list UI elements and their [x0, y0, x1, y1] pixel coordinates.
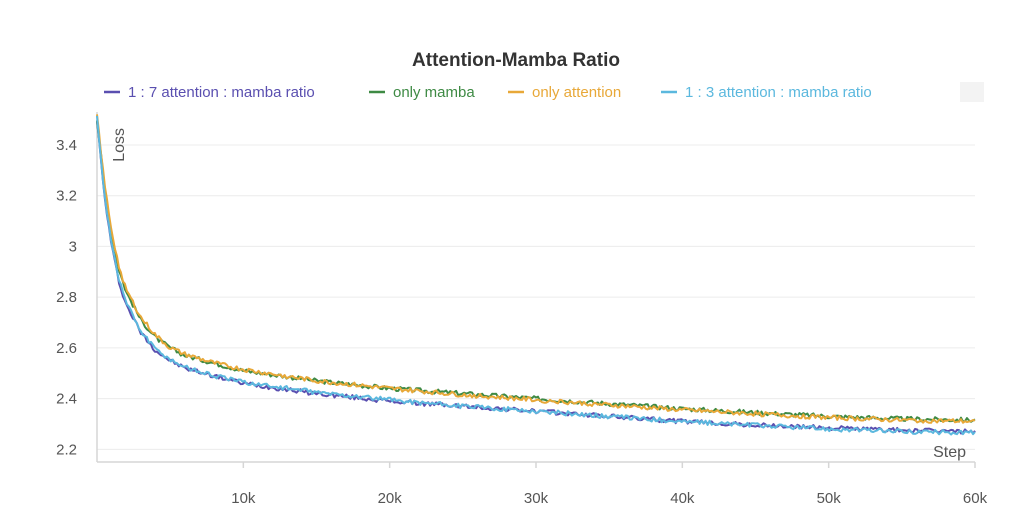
y-tick-label: 3.4	[56, 137, 77, 154]
y-tick-label: 2.8	[56, 289, 77, 306]
y-tick-label: 2.6	[56, 340, 77, 357]
series-line-0	[96, 121, 976, 435]
series-line-3	[96, 115, 976, 436]
y-tick-label: 2.2	[56, 441, 77, 458]
legend-item-label[interactable]: 1 : 3 attention : mamba ratio	[685, 84, 872, 101]
legend-item-label[interactable]: only mamba	[393, 84, 475, 101]
legend-item-label[interactable]: 1 : 7 attention : mamba ratio	[128, 84, 315, 101]
axes: 2.2 2.4 2.6 2.8 3 3.2 3.4 10k 20k 30k 40k 50k 60k	[56, 112, 988, 507]
x-tick-label: 60k	[963, 490, 988, 507]
legend: 1 : 7 attention : mamba ratio only mamba o…	[104, 84, 872, 101]
x-axis-label: Step	[933, 444, 966, 461]
x-tick-label: 20k	[378, 490, 403, 507]
y-tick-label: 2.4	[56, 391, 77, 408]
y-axis-label: Loss	[111, 128, 128, 162]
x-tick-label: 40k	[670, 490, 695, 507]
y-tick-label: 3.2	[56, 188, 77, 205]
x-tick-label: 30k	[524, 490, 549, 507]
legend-item-label[interactable]: only attention	[532, 84, 621, 101]
series-line-2	[96, 114, 976, 424]
x-tick-label: 10k	[231, 490, 256, 507]
series-group	[96, 114, 976, 436]
series-line-1	[96, 120, 976, 423]
chart-title: Attention-Mamba Ratio	[412, 50, 620, 71]
grid	[97, 144, 975, 450]
x-tick-label: 50k	[817, 490, 842, 507]
legend-menu-button[interactable]	[960, 82, 984, 102]
y-tick-label: 3	[69, 238, 77, 255]
